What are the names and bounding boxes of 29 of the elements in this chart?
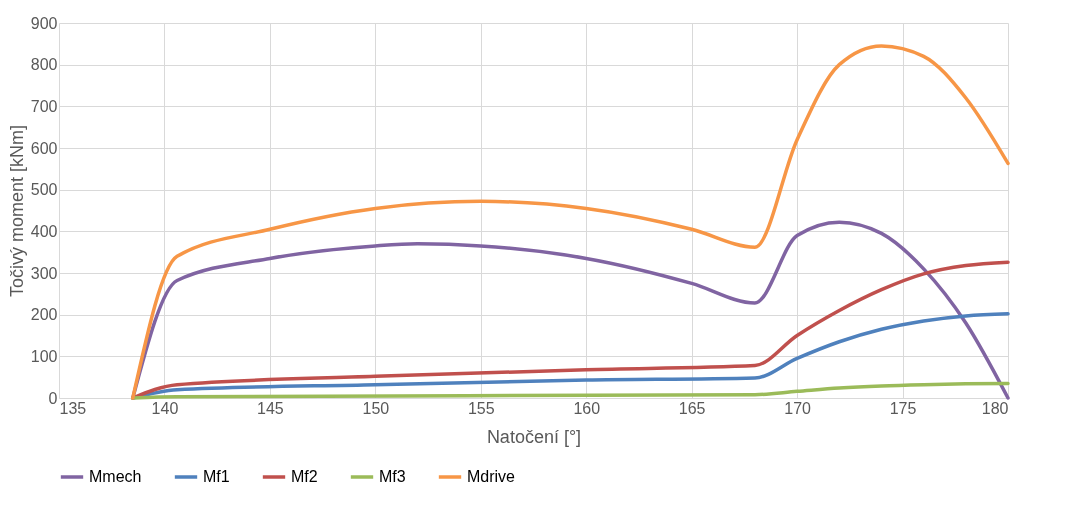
x-tick-label: 155 xyxy=(467,399,495,417)
legend-label: Mmech xyxy=(89,468,142,485)
y-tick-label: 900 xyxy=(30,14,58,32)
y-tick-label: 800 xyxy=(30,56,58,74)
x-tick-label: 160 xyxy=(573,399,601,417)
x-tick-label: 170 xyxy=(784,399,812,417)
legend-label: Mf1 xyxy=(203,468,230,485)
x-tick-label: 140 xyxy=(151,399,179,417)
x-tick-label: 175 xyxy=(889,399,917,417)
x-tick-label: 135 xyxy=(59,399,87,417)
y-tick-label: 300 xyxy=(30,264,58,282)
y-tick-label: 600 xyxy=(30,139,58,157)
x-tick-label: 165 xyxy=(678,399,706,417)
x-axis-title: Natočení [°] xyxy=(486,426,582,447)
y-axis-title: Točivý moment [kNm] xyxy=(6,124,27,298)
y-tick-label: 200 xyxy=(30,306,58,324)
y-tick-label: 700 xyxy=(30,97,58,115)
x-tick-label: 180 xyxy=(981,399,1009,417)
line-series xyxy=(131,44,1010,400)
y-tick-label: 400 xyxy=(30,222,58,240)
y-tick-label: 100 xyxy=(30,347,58,365)
line-series xyxy=(131,381,1010,400)
x-tick-label: 150 xyxy=(362,399,390,417)
y-tick-label: 0 xyxy=(48,389,58,407)
legend-label: Mf3 xyxy=(379,468,406,485)
y-tick-label: 500 xyxy=(30,181,58,199)
legend-label: Mf2 xyxy=(291,468,318,485)
legend-label: Mdrive xyxy=(467,468,516,485)
x-tick-label: 145 xyxy=(257,399,284,417)
